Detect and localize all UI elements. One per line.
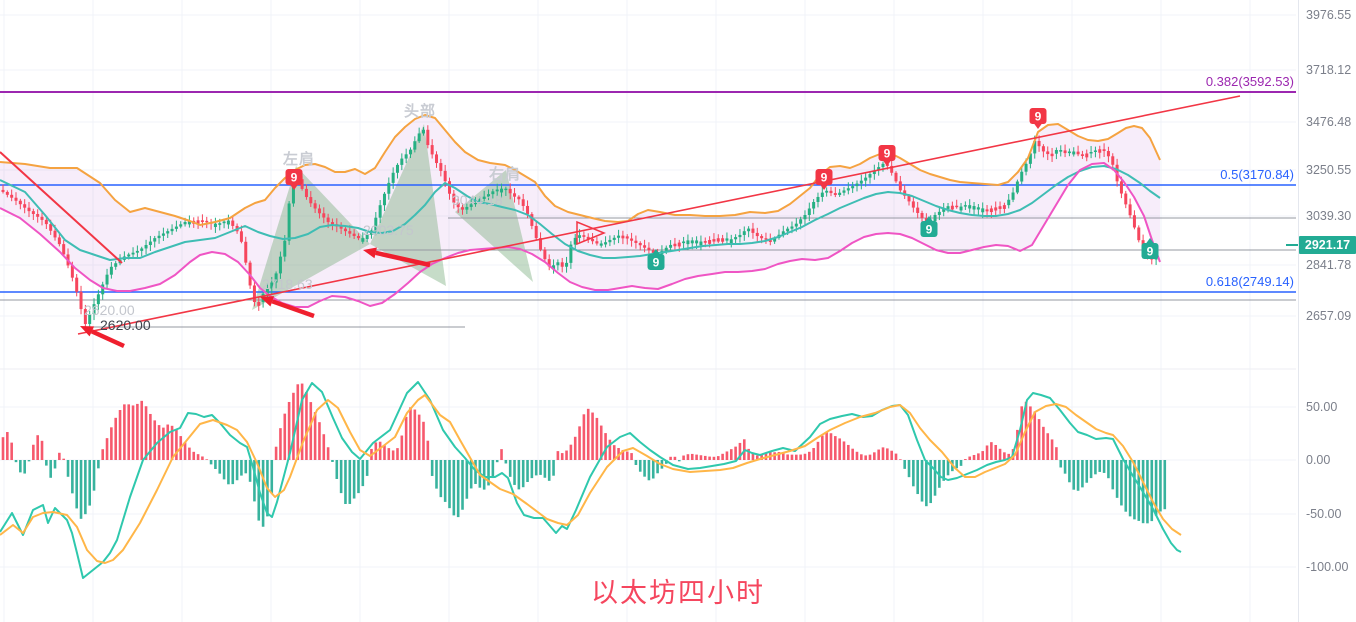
red-arrow-2[interactable] <box>363 247 431 268</box>
head-shoulders-shape[interactable] <box>455 170 533 282</box>
annotation-label: 左肩 <box>283 151 316 168</box>
annotation-label: 2718.63 <box>262 276 313 292</box>
price-axis-tick: 3476.48 <box>1306 115 1352 129</box>
current-price-badge: 2921.17 <box>1299 236 1356 254</box>
svg-text:9: 9 <box>1035 110 1042 124</box>
svg-text:9: 9 <box>1147 245 1154 259</box>
annotation-label[interactable]: 2620.00 <box>100 317 151 333</box>
td9-marker-2: 9 <box>878 145 896 166</box>
td9-marker-5: 9 <box>920 216 938 237</box>
macd-axis-tick: 50.00 <box>1306 400 1338 414</box>
gridlines <box>0 0 1296 622</box>
trend-line-0[interactable] <box>0 151 123 264</box>
bollinger-middle-band <box>0 165 1161 261</box>
svg-text:9: 9 <box>821 171 828 185</box>
red-arrow-0[interactable] <box>80 326 125 349</box>
fib-label-0618[interactable]: 0.618(2749.14) <box>1205 274 1294 289</box>
trend-line-1[interactable] <box>77 95 1241 335</box>
price-axis-tick: 3250.55 <box>1306 163 1352 177</box>
macd-dif-line <box>0 381 1182 579</box>
annotation-label: 2903.75 <box>363 222 414 238</box>
svg-text:9: 9 <box>291 171 298 185</box>
td9-marker-6: 9 <box>1141 238 1159 259</box>
macd-histogram <box>1 383 1167 527</box>
macd-dea-line <box>0 394 1182 564</box>
price-axis-tick: 3718.12 <box>1306 63 1352 77</box>
head-shoulders-shape[interactable] <box>252 166 370 310</box>
red-arrow-1[interactable] <box>260 296 315 319</box>
td9-marker-4: 9 <box>647 249 665 270</box>
pennant-triangle[interactable] <box>576 220 606 246</box>
price-axis-tick: 2657.09 <box>1306 309 1352 323</box>
price-axis-tick: 2841.78 <box>1306 258 1352 272</box>
td9-marker-0: 9 <box>285 169 303 190</box>
svg-text:9: 9 <box>653 256 660 270</box>
chart-title: 以太坊四小时 <box>591 578 765 608</box>
macd-axis-tick: 0.00 <box>1306 453 1331 467</box>
td9-marker-1: 9 <box>815 169 833 190</box>
bollinger-lower-band <box>0 162 1161 308</box>
bollinger-fill <box>0 115 1160 307</box>
fib-label-0382[interactable]: 0.382(3592.53) <box>1205 74 1294 89</box>
head-shoulders-shape[interactable] <box>370 124 446 286</box>
price-axis-tick: 3039.30 <box>1306 209 1352 223</box>
price-axis-tick: 3976.55 <box>1306 8 1352 22</box>
svg-text:9: 9 <box>884 147 891 161</box>
fib-label-05[interactable]: 0.5(3170.84) <box>1220 167 1294 182</box>
annotation-label: 3044.18 <box>452 192 503 208</box>
price-axis-column[interactable] <box>1298 0 1356 622</box>
svg-text:9: 9 <box>926 223 933 237</box>
bollinger-upper-band <box>0 114 1161 226</box>
macd-axis-tick: -50.00 <box>1306 507 1342 521</box>
annotation-label: 头部 <box>404 103 437 120</box>
macd-axis-tick: -100.00 <box>1306 560 1349 574</box>
annotation-label: 右肩 <box>489 166 522 183</box>
annotation-label: 2620.00 <box>84 302 135 318</box>
td9-marker-3: 9 <box>1029 108 1047 129</box>
